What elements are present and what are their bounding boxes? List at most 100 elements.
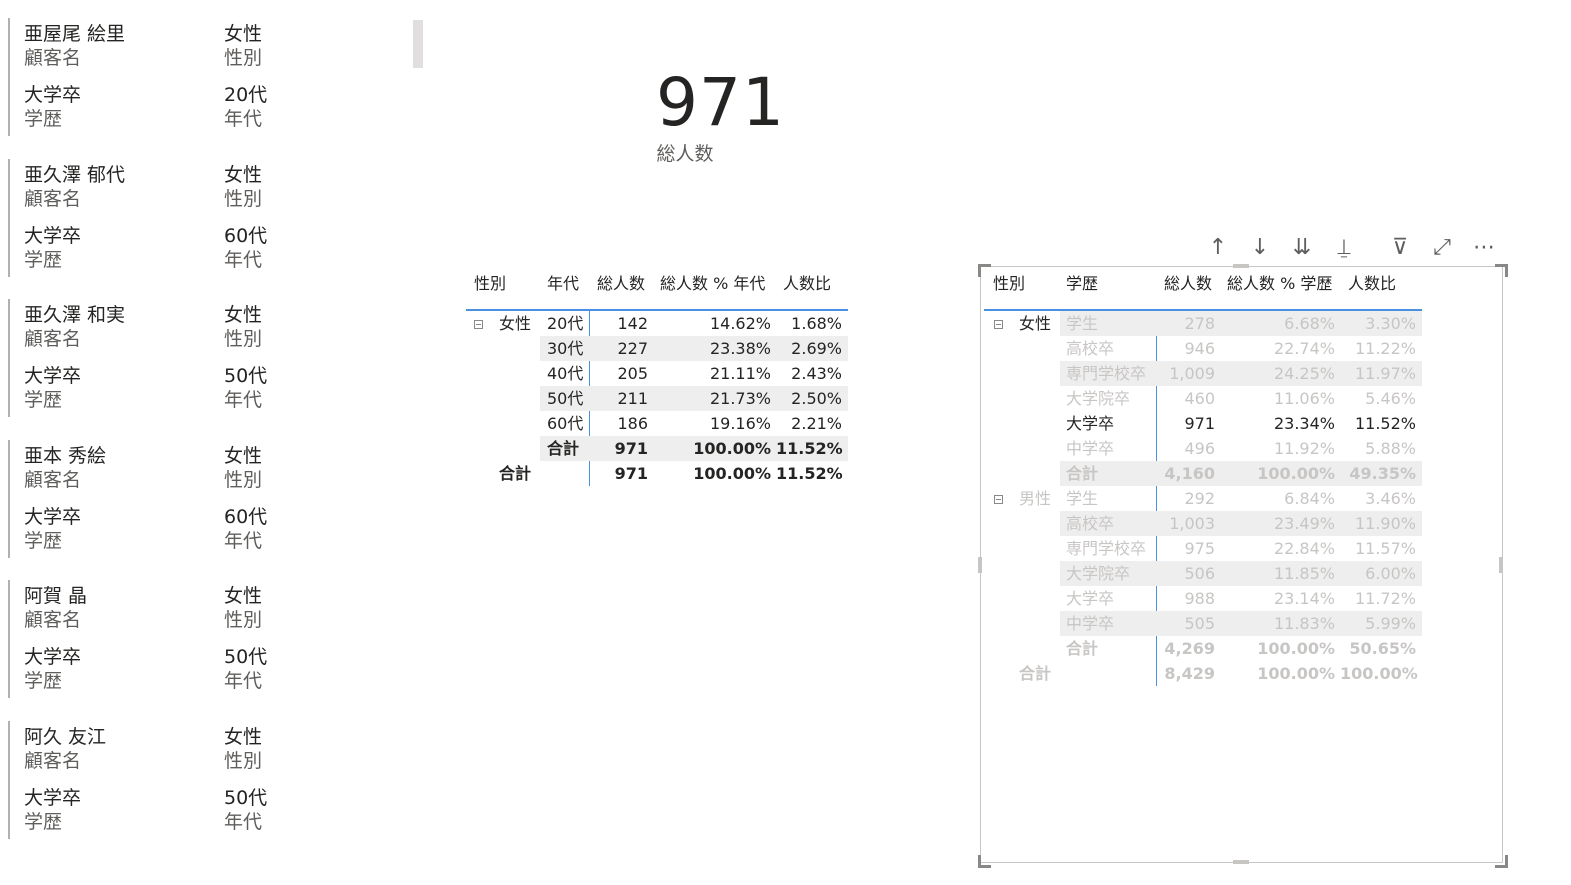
table-row[interactable]: 高校卒 946 22.74% 11.22%: [1060, 336, 1422, 361]
column-header-total[interactable]: 総人数: [1164, 274, 1213, 293]
customer-card[interactable]: 亜屋尾 絵里 顧客名 女性 性別 大学卒 学歴 20代 年代: [8, 18, 308, 136]
education-field: 大学卒 学歴: [24, 786, 81, 834]
age-group-value: 50代: [224, 646, 268, 668]
ratio-cell: 2.69%: [791, 339, 842, 358]
column-header-gender[interactable]: 性別: [474, 274, 507, 293]
subtotal-row[interactable]: 合計 4,269 100.00% 50.65%: [1060, 636, 1422, 661]
total-cell: 4,269: [1164, 639, 1215, 658]
grand-total-label: 合計: [1019, 664, 1052, 683]
expand-hierarchy-icon[interactable]: ⍊: [1337, 235, 1351, 260]
more-options-icon[interactable]: ⋯: [1473, 235, 1495, 260]
total-cell: 946: [1184, 339, 1215, 358]
focus-mode-icon[interactable]: ⤢: [1433, 235, 1451, 260]
education-cell: 高校卒: [1066, 339, 1115, 358]
column-header-age[interactable]: 年代: [547, 274, 580, 293]
column-header-gender[interactable]: 性別: [993, 274, 1026, 293]
collapse-icon[interactable]: [474, 320, 483, 329]
ratio-cell: 11.22%: [1354, 339, 1416, 358]
matrix-age: 性別 年代 総人数 総人数 % 年代 人数比 20代 142 14.62% 1.68%…: [466, 264, 851, 494]
customer-card[interactable]: 阿久 友江 顧客名 女性 性別 大学卒 学歴 50代 年代: [8, 720, 308, 839]
collapse-icon[interactable]: [994, 320, 1003, 329]
column-header-education[interactable]: 学歴: [1066, 274, 1099, 293]
column-header-total[interactable]: 総人数: [597, 274, 646, 293]
resize-handle-bl[interactable]: [978, 855, 991, 868]
education-cell: 大学院卒: [1066, 389, 1131, 408]
grand-total-row[interactable]: 合計 8,429 100.00% 100.00%: [980, 661, 1422, 686]
kpi-card: 971 総人数: [585, 64, 785, 166]
pct-cell: 19.16%: [709, 414, 771, 433]
resize-handle-tr[interactable]: [1495, 264, 1508, 277]
age-group-label: 年代: [224, 108, 263, 130]
customer-name-label: 顧客名: [24, 609, 82, 631]
age-group-label: 年代: [224, 248, 263, 271]
gender-label: 性別: [224, 47, 263, 69]
table-row[interactable]: 専門学校卒 975 22.84% 11.57%: [1060, 536, 1422, 561]
customer-name-field: 阿賀 晶顧客名: [24, 584, 87, 632]
pct-cell: 11.06%: [1273, 389, 1335, 408]
table-row[interactable]: 60代 186 19.16% 2.21%: [540, 411, 848, 436]
column-header-ratio[interactable]: 人数比: [1348, 274, 1397, 293]
table-row[interactable]: 高校卒 1,003 23.49% 11.90%: [1060, 511, 1422, 536]
resize-handle-br[interactable]: [1495, 855, 1508, 868]
filter-icon[interactable]: ⊽: [1391, 235, 1409, 260]
education-cell: 大学卒: [1066, 589, 1115, 608]
table-row[interactable]: 学生 278 6.68% 3.30%: [1060, 311, 1422, 336]
arrow-up-icon[interactable]: ↑: [1208, 235, 1228, 260]
resize-handle-tl[interactable]: [978, 264, 991, 277]
table-row[interactable]: 50代 211 21.73% 2.50%: [540, 386, 848, 411]
pct-cell: 100.00%: [693, 464, 771, 483]
table-row[interactable]: 大学院卒 460 11.06% 5.46%: [1060, 386, 1422, 411]
subtotal-row[interactable]: 合計 4,160 100.00% 49.35%: [1060, 461, 1422, 486]
total-cell: 211: [617, 389, 648, 408]
resize-handle-left[interactable]: [978, 557, 982, 573]
education-field: 大学卒 学歴: [24, 645, 81, 693]
customer-card[interactable]: 亜本 秀絵 顧客名 女性 性別 大学卒 学歴 60代 年代: [8, 439, 308, 558]
scrollbar[interactable]: [413, 20, 423, 68]
subtotal-label: 合計: [547, 439, 580, 458]
total-cell: 496: [1184, 439, 1215, 458]
collapse-icon[interactable]: [994, 495, 1003, 504]
education-cell: 学生: [1066, 489, 1099, 508]
pct-cell: 100.00%: [1257, 464, 1335, 483]
multi-row-card: 亜屋尾 絵里 顧客名 女性 性別 大学卒 学歴 20代 年代 亜久澤 郁代 顧客名 女性 性別 大学卒学…: [8, 18, 308, 861]
column-header-pct-age[interactable]: 総人数 % 年代: [660, 274, 766, 293]
table-row[interactable]: 合計 971 100.00% 11.52%: [466, 461, 848, 486]
table-row[interactable]: 中学卒 505 11.83% 5.99%: [1060, 611, 1422, 636]
table-row[interactable]: 専門学校卒 1,009 24.25% 11.97%: [1060, 361, 1422, 386]
customer-name-field: 亜屋尾 絵里 顧客名: [24, 22, 125, 70]
table-row[interactable]: 30代 227 23.38% 2.69%: [540, 336, 848, 361]
resize-handle-right[interactable]: [1499, 557, 1503, 573]
table-row[interactable]: 大学卒 971 23.34% 11.52%: [1060, 411, 1422, 436]
pct-cell: 22.74%: [1273, 339, 1335, 358]
double-arrow-down-icon[interactable]: ⇊: [1292, 235, 1312, 260]
resize-handle-bottom[interactable]: [1233, 860, 1249, 864]
pct-cell: 6.68%: [1284, 314, 1335, 333]
customer-card[interactable]: 阿賀 晶顧客名 女性 性別 大学卒 学歴 50代 年代: [8, 580, 308, 698]
customer-name-field: 亜久澤 郁代 顧客名: [24, 163, 125, 211]
table-row[interactable]: 大学院卒 506 11.85% 6.00%: [1060, 561, 1422, 586]
table-row[interactable]: 合計 971 100.00% 11.52%: [540, 436, 848, 461]
age-group-label: 年代: [224, 670, 263, 692]
column-header-ratio[interactable]: 人数比: [783, 274, 832, 293]
table-row[interactable]: 中学卒 496 11.92% 5.88%: [1060, 436, 1422, 461]
customer-name-label: 顧客名: [24, 328, 82, 350]
table-row[interactable]: 学生 292 6.84% 3.46%: [1060, 486, 1422, 511]
education-cell: 中学卒: [1066, 439, 1115, 458]
pct-cell: 11.85%: [1273, 564, 1335, 583]
age-cell: 50代: [547, 389, 584, 408]
ratio-cell: 11.57%: [1354, 539, 1416, 558]
customer-card[interactable]: 亜久澤 和実 顧客名 女性 性別 大学卒 学歴 50代 年代: [8, 299, 308, 417]
education-value: 大学卒: [24, 786, 82, 809]
table-row[interactable]: 20代 142 14.62% 1.68%: [540, 311, 848, 336]
resize-handle-top[interactable]: [1233, 264, 1249, 268]
education-cell: 学生: [1066, 314, 1099, 333]
pct-cell: 100.00%: [1257, 664, 1335, 683]
table-row[interactable]: 大学卒 988 23.14% 11.72%: [1060, 586, 1422, 611]
row-header-divider: [1156, 311, 1157, 686]
table-row[interactable]: 40代 205 21.11% 2.43%: [540, 361, 848, 386]
customer-card[interactable]: 亜久澤 郁代 顧客名 女性 性別 大学卒 学歴 60代 年代: [8, 158, 308, 277]
column-header-pct-education[interactable]: 総人数 % 学歴: [1227, 274, 1333, 293]
age-cell: 30代: [547, 339, 584, 358]
total-cell: 186: [617, 414, 648, 433]
arrow-down-icon[interactable]: ↓: [1250, 235, 1270, 260]
